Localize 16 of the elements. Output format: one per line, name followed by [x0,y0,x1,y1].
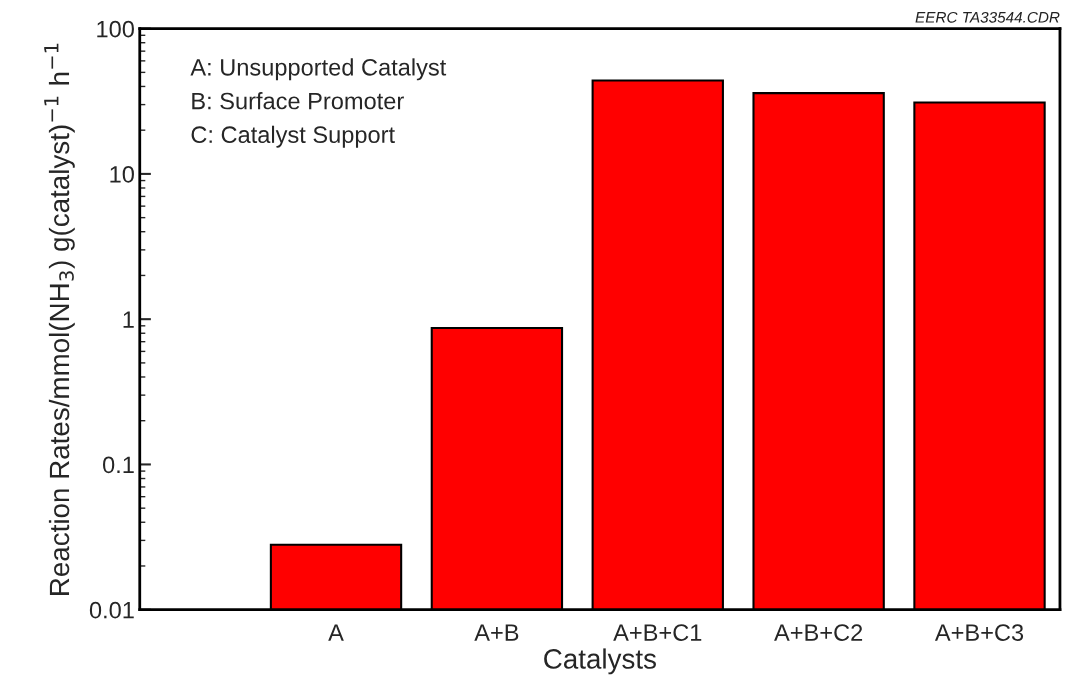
x-tick-label: A+B+C1 [613,624,702,641]
x-tick-label: A+B+C3 [934,624,1024,641]
annotation: B: Surface Promoter [192,92,404,110]
y-tick-label: 0.01 [89,601,134,619]
x-tick-label: A [328,624,344,641]
y-tick-label: 10 [110,165,134,183]
text: EERC TA33544.CDR [915,11,1060,23]
x-tick-label: A+B [474,624,519,641]
annotation: A: Unsupported Catalyst [190,58,447,81]
y-tick-label: 0.1 [102,456,134,474]
y-axis-title: Reaction Rates/mmol(NH$_{3}$) g(catalyst)$^{−1}$ h$^{−1}$ [44,43,75,595]
y-tick-label: 100 [97,20,134,38]
x-tick-label: A+B+C2 [774,624,863,641]
annotation: C: Catalyst Support [191,125,395,148]
x-axis-title: Catalysts [544,648,656,675]
y-tick-label: 1 [123,311,134,328]
